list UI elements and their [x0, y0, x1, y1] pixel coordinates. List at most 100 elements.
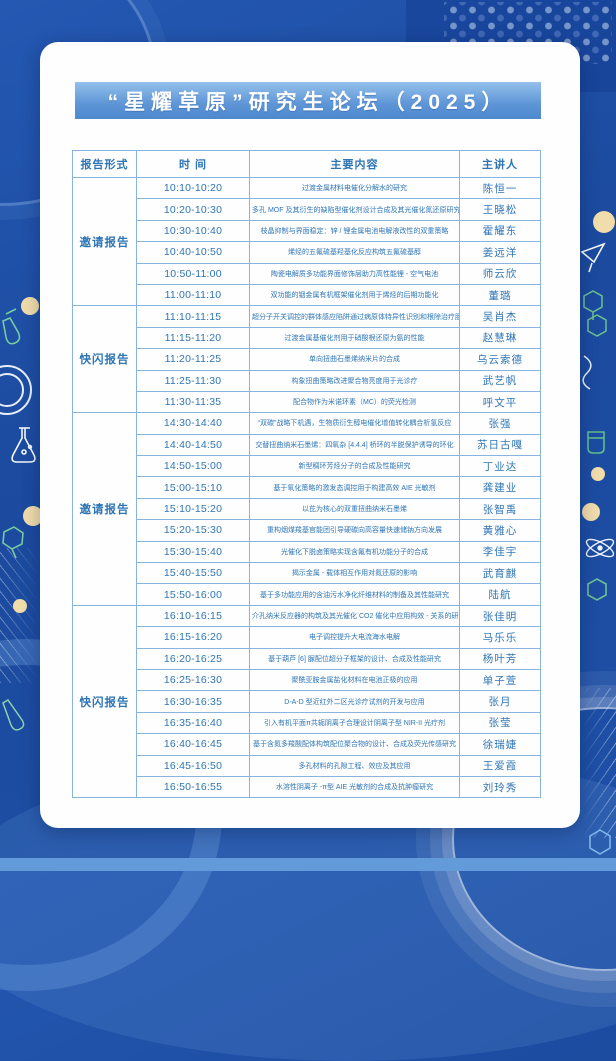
table-row: 11:30-11:35 配合物作为米诺环素（MC）的荧光检测 呼文平 — [73, 390, 541, 414]
content-cell: 引入有机平面π共轭阴离子合理设计阴离子型 NIR-II 光疗剂 — [249, 711, 460, 735]
double-circle-icon — [0, 365, 32, 415]
table-row: 11:20-11:25 单向扭曲石墨烯纳米片的合成 乌云索德 — [73, 348, 541, 371]
speaker-cell: 王晓松 — [459, 198, 541, 221]
speaker-cell: 武艺帆 — [459, 369, 541, 392]
time-cell: 16:20-16:25 — [136, 647, 250, 670]
speaker-cell: 苏日古嘎 — [459, 433, 541, 457]
table-row: 15:30-15:40 光催化下脱卤策略实现含氟有机功能分子的合成 李佳宇 — [73, 540, 541, 564]
table-row: 10:40-10:50 烯烃的五氟硫基羟基化反应构筑五氟硫基醇 姜远洋 — [73, 241, 541, 264]
content-cell: 过渡金属基催化剂用于硝酸根还原为氨的性能 — [249, 326, 460, 350]
time-cell: 14:40-14:50 — [136, 433, 250, 457]
speaker-cell: 单子萱 — [459, 668, 541, 692]
content-cell: 多孔材料的孔隙工程、效应及其应用 — [249, 754, 460, 777]
speaker-cell: 武育麒 — [459, 562, 541, 585]
speaker-cell: 张佳明 — [459, 604, 541, 628]
time-cell: 16:30-16:35 — [136, 690, 250, 713]
time-cell: 16:50-16:55 — [136, 775, 250, 799]
table-row: 16:25-16:30 聚酰亚胺金属盐化材料在电池正极的应用 单子萱 — [73, 668, 541, 692]
beaker-icon — [587, 431, 605, 454]
speaker-cell: 呼文平 — [459, 390, 541, 414]
table-row: 11:00-11:10 双功能的铟金属有机框架催化剂用于烯烃的后期功能化 董璐 — [73, 283, 541, 307]
cream-dot — [13, 599, 27, 613]
table-row: 14:50-15:00 新型稠环芳烃分子的合成及性能研究 丁业达 — [73, 455, 541, 478]
speaker-cell: 张强 — [459, 412, 541, 435]
speaker-cell: 黄雅心 — [459, 519, 541, 542]
funnel-icon — [580, 242, 606, 273]
time-cell: 10:30-10:40 — [136, 219, 250, 243]
speaker-cell: 马乐乐 — [459, 626, 541, 649]
time-cell: 11:25-11:30 — [136, 369, 250, 392]
time-cell: 15:50-16:00 — [136, 583, 250, 606]
speaker-cell: 赵慧琳 — [459, 326, 541, 350]
time-cell: 16:40-16:45 — [136, 733, 250, 756]
table-row: 快闪报告 16:10-16:15 介孔纳米反应器的构筑及其光催化 CO2 催化中应用… — [72, 604, 541, 799]
flask-icon — [11, 427, 36, 463]
section-label: 快闪报告 — [72, 604, 137, 799]
time-cell: 14:30-14:40 — [136, 412, 250, 435]
table-row: 16:15-16:20 电子调控提升大电流海水电解 马乐乐 — [73, 626, 541, 649]
cream-dot — [23, 506, 40, 526]
bottom-accent-bar — [0, 858, 616, 871]
test-tube-icon — [2, 698, 25, 731]
content-cell: 枝晶抑制与界面稳定：锌 / 锂金属电池电解液改性的双重策略 — [249, 219, 460, 243]
content-cell: 聚酰亚胺金属盐化材料在电池正极的应用 — [249, 668, 460, 692]
time-cell: 11:15-11:20 — [136, 326, 250, 350]
content-cell: 烯烃的五氟硫基羟基化反应构筑五氟硫基醇 — [249, 241, 460, 264]
speaker-cell: 王爱霞 — [459, 754, 541, 777]
content-cell: 多孔 MOF 及其衍生的缺陷型催化剂设计合成及其光催化氮还原研究 — [249, 198, 460, 221]
time-cell: 16:25-16:30 — [136, 668, 250, 692]
time-cell: 14:50-15:00 — [136, 455, 250, 478]
table-row: 15:10-15:20 以芘为核心的双重扭曲纳米石墨烯 张智禹 — [73, 497, 541, 521]
diagonal-hatch-lines-right — [582, 688, 616, 838]
hexagon-molecule-icon — [589, 829, 611, 855]
time-cell: 16:45-16:50 — [136, 754, 250, 777]
content-cell: 过渡金属材料电催化分解水的研究 — [249, 176, 460, 200]
time-cell: 11:30-11:35 — [136, 390, 250, 414]
time-cell: 10:40-10:50 — [136, 241, 250, 264]
speaker-cell: 陆航 — [459, 583, 541, 606]
content-cell: 水溶性阴离子 -π型 AIE 光敏剂的合成及抗肿瘤研究 — [249, 775, 460, 799]
left-chemistry-doodles — [0, 297, 40, 731]
column-header-2: 主要内容 — [249, 150, 460, 178]
table-row: 11:15-11:20 过渡金属基催化剂用于硝酸根还原为氨的性能 赵慧琳 — [73, 326, 541, 350]
content-cell: 揭示金属 - 载体相互作用对氮还原的影响 — [249, 562, 460, 585]
table-row: 10:20-10:30 多孔 MOF 及其衍生的缺陷型催化剂设计合成及其光催化氮还… — [73, 198, 541, 221]
schedule-table: 报告形式时 间主要内容 主讲人 邀请报告 10:10-10:20 过渡金属材料电催化分解… — [72, 150, 541, 799]
time-cell: 15:10-15:20 — [136, 497, 250, 521]
speaker-cell: 龚建业 — [459, 476, 541, 499]
speaker-cell: 董璐 — [459, 283, 541, 307]
speaker-cell: 吴肖杰 — [459, 305, 541, 328]
time-cell: 16:35-16:40 — [136, 711, 250, 735]
section-label: 快闪报告 — [72, 305, 137, 414]
page-title: “星耀草原”研究生论坛（2025） — [107, 90, 509, 114]
column-header-0: 报告形式 — [72, 150, 137, 178]
speaker-cell: 徐瑞婕 — [459, 733, 541, 756]
content-cell: 交替扭曲纳米石墨烯：四氧杂 [4.4.4] 桥环的半脱保护诱导的环化 — [249, 433, 460, 457]
content-cell: 新型稠环芳烃分子的合成及性能研究 — [249, 455, 460, 478]
speaker-cell: 李佳宇 — [459, 540, 541, 564]
table-row: 16:50-16:55 水溶性阴离子 -π型 AIE 光敏剂的合成及抗肿瘤研究 刘玲… — [73, 775, 541, 799]
time-cell: 15:30-15:40 — [136, 540, 250, 564]
table-row: 16:20-16:25 基于葫芦 [6] 脲配位超分子框架的设计、合成及性能研究杨… — [73, 647, 541, 670]
content-cell: 重构烟煤羧基官能团引导硬碳向高容量快速储钠方向发展 — [249, 519, 460, 542]
time-cell: 10:10-10:20 — [136, 176, 250, 200]
table-row: 邀请报告 10:10-10:20 过渡金属材料电催化分解水的研究 陈恒一 — [72, 176, 541, 307]
table-row: 15:20-15:30 重构烟煤羧基官能团引导硬碳向高容量快速储钠方向发展 黄雅心 — [73, 519, 541, 542]
speaker-cell: 丁业达 — [459, 455, 541, 478]
speaker-cell: 张智禹 — [459, 497, 541, 521]
time-cell: 15:20-15:30 — [136, 519, 250, 542]
content-cell: 光催化下脱卤策略实现含氟有机功能分子的合成 — [249, 540, 460, 564]
speaker-cell: 师云欣 — [459, 262, 541, 285]
table-row: 10:50-11:00 陶瓷电解质多功能界面修饰层助力高性能锂 - 空气电池 师云欣 — [73, 262, 541, 285]
time-cell: 10:50-11:00 — [136, 262, 250, 285]
table-row: 快闪报告 11:10-11:15 超分子开关调控的群体感应陷阱通过病原体特异性识别和… — [72, 305, 541, 414]
cream-dot — [582, 503, 600, 521]
table-row: 16:40-16:45 基于含氮多羧酸配体构筑配位聚合物的设计、合成及荧光传感研究… — [73, 733, 541, 756]
speaker-cell: 乌云索德 — [459, 348, 541, 371]
hexagon-molecule-icon — [2, 526, 24, 559]
table-row: 邀请报告 14:30-14:40 “双碳”战略下机遇，生物质衍生醇电催化增值转化耦合… — [72, 412, 541, 606]
speaker-cell: 杨叶芳 — [459, 647, 541, 670]
table-row: 14:40-14:50 交替扭曲纳米石墨烯：四氧杂 [4.4.4] 桥环的半脱保护… — [73, 433, 541, 457]
table-row: 15:40-15:50 揭示金属 - 载体相互作用对氮还原的影响 武育麒 — [73, 562, 541, 585]
speaker-cell: 张月 — [459, 690, 541, 713]
